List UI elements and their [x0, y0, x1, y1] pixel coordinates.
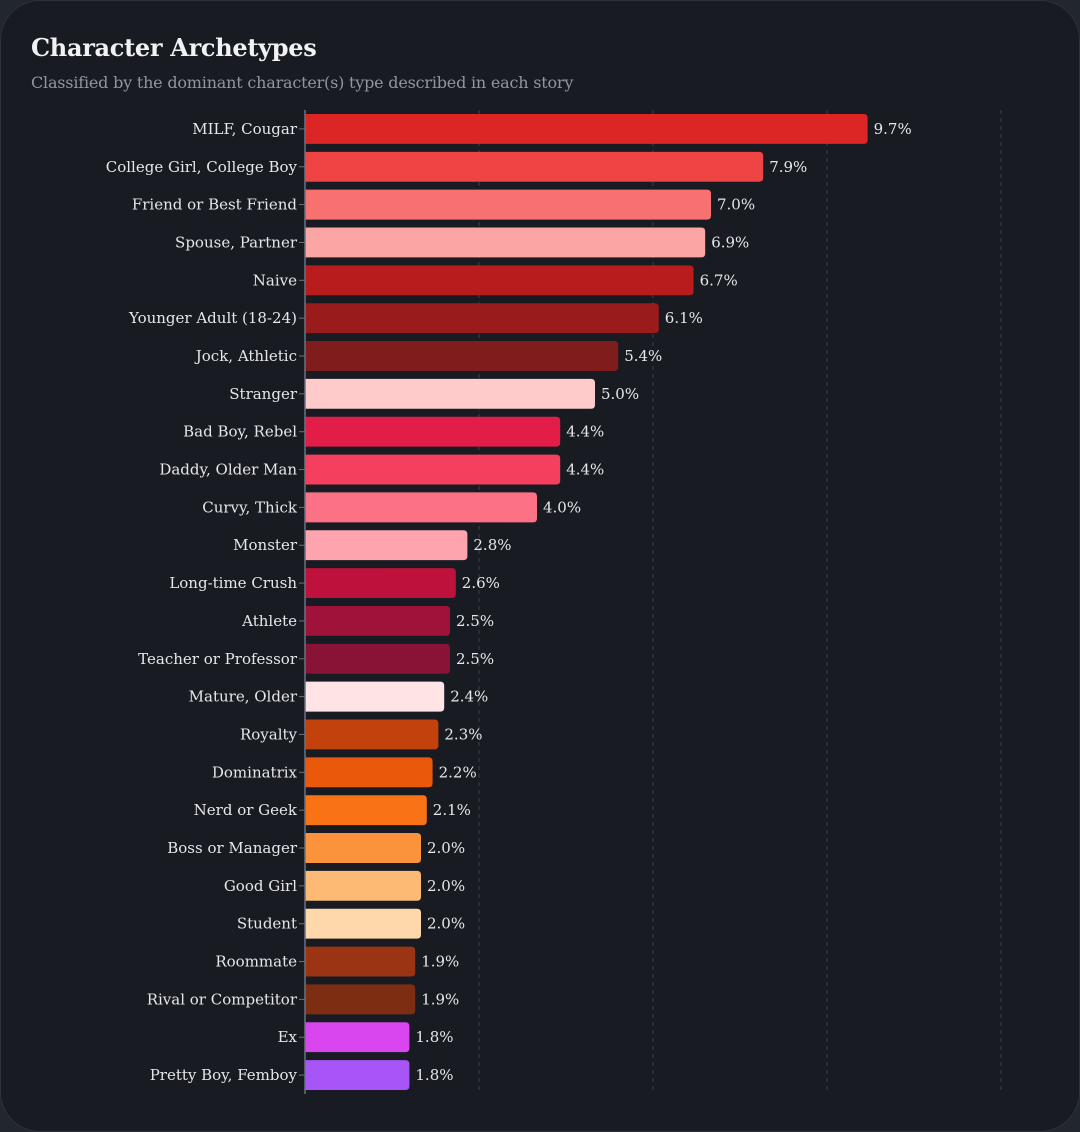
category-label: Jock, Athletic — [194, 347, 297, 365]
category-label: Dominatrix — [212, 763, 298, 781]
value-label: 1.8% — [415, 1028, 453, 1046]
value-label: 4.4% — [566, 461, 604, 479]
value-label: 1.9% — [421, 990, 459, 1008]
chart-subtitle: Classified by the dominant character(s) … — [31, 73, 574, 92]
value-label: 2.0% — [427, 915, 465, 933]
bar-18 — [305, 795, 427, 826]
category-label: Student — [237, 915, 297, 933]
category-label: Younger Adult (18-24) — [128, 309, 297, 327]
bar-24 — [305, 1022, 410, 1053]
category-label: Curvy, Thick — [202, 498, 298, 516]
value-label: 7.0% — [717, 196, 755, 214]
category-label: Rival or Competitor — [147, 990, 298, 1008]
bar-14 — [305, 643, 450, 674]
value-label: 2.5% — [456, 612, 494, 630]
value-label: 2.8% — [473, 536, 511, 554]
bar-12 — [305, 568, 456, 599]
value-label: 1.9% — [421, 953, 459, 971]
bar-16 — [305, 719, 439, 750]
value-label: 5.4% — [624, 347, 662, 365]
category-label: Stranger — [229, 385, 298, 403]
bar-2 — [305, 189, 711, 220]
value-label: 2.6% — [462, 574, 500, 592]
category-label: Ex — [278, 1028, 298, 1046]
bar-6 — [305, 341, 619, 371]
bar-15 — [305, 681, 445, 712]
chart-title: Character Archetypes — [31, 33, 317, 62]
category-labels: MILF, Cougar College Girl, College Boy Fri… — [106, 120, 305, 1084]
bar-0 — [305, 113, 868, 144]
bar-13 — [305, 605, 450, 636]
bar-20 — [305, 870, 421, 901]
bar-22 — [305, 946, 416, 977]
value-label: 5.0% — [601, 385, 639, 403]
value-label: 2.4% — [450, 688, 488, 706]
value-label: 6.1% — [665, 309, 703, 327]
value-label: 9.7% — [874, 120, 912, 138]
value-label: 4.4% — [566, 423, 604, 441]
value-label: 1.8% — [415, 1066, 453, 1084]
category-label: Daddy, Older Man — [159, 461, 297, 479]
value-label: 2.2% — [439, 763, 477, 781]
category-label: Long-time Crush — [169, 574, 297, 592]
category-label: Good Girl — [224, 877, 297, 895]
bar-25 — [305, 1060, 410, 1091]
category-label: Naive — [253, 271, 297, 289]
category-label: Friend or Best Friend — [132, 196, 298, 214]
value-labels: 9.7% 7.9% 7.0% 6.9% 6.7% 6.1% 5.4% 5.0% 4.4% 4.4%… — [415, 120, 911, 1084]
bar-10 — [305, 492, 537, 523]
category-label: Royalty — [240, 725, 298, 743]
bar-5 — [305, 303, 659, 334]
category-label: Mature, Older — [189, 688, 298, 706]
bar-23 — [305, 984, 416, 1015]
value-label: 6.7% — [700, 271, 738, 289]
bar-7 — [305, 378, 595, 409]
bar-9 — [305, 454, 561, 485]
bar-8 — [305, 416, 561, 447]
category-label: Roommate — [215, 953, 297, 971]
bars — [305, 113, 868, 1091]
bar-4 — [305, 265, 694, 296]
bar-21 — [305, 908, 421, 939]
category-label: College Girl, College Boy — [106, 158, 298, 176]
category-label: Boss or Manager — [167, 839, 298, 857]
category-label: Pretty Boy, Femboy — [150, 1066, 298, 1084]
value-label: 4.0% — [543, 498, 581, 516]
bar-1 — [305, 151, 764, 182]
category-label: Teacher or Professor — [138, 650, 298, 668]
gridlines — [478, 110, 1002, 1094]
value-label: 6.9% — [711, 233, 749, 251]
bar-17 — [305, 757, 433, 788]
bar-19 — [305, 833, 421, 863]
category-label: Spouse, Partner — [175, 233, 298, 251]
bar-11 — [305, 530, 468, 561]
value-label: 2.0% — [427, 877, 465, 895]
value-label: 7.9% — [769, 158, 807, 176]
value-label: 2.1% — [433, 801, 471, 819]
category-label: Monster — [233, 536, 298, 554]
value-label: 2.3% — [444, 725, 482, 743]
category-label: MILF, Cougar — [192, 120, 298, 138]
bar-3 — [305, 227, 706, 258]
category-label: Athlete — [241, 612, 297, 630]
value-label: 2.0% — [427, 839, 465, 857]
value-label: 2.5% — [456, 650, 494, 668]
category-label: Nerd or Geek — [194, 801, 298, 819]
category-label: Bad Boy, Rebel — [183, 423, 297, 441]
